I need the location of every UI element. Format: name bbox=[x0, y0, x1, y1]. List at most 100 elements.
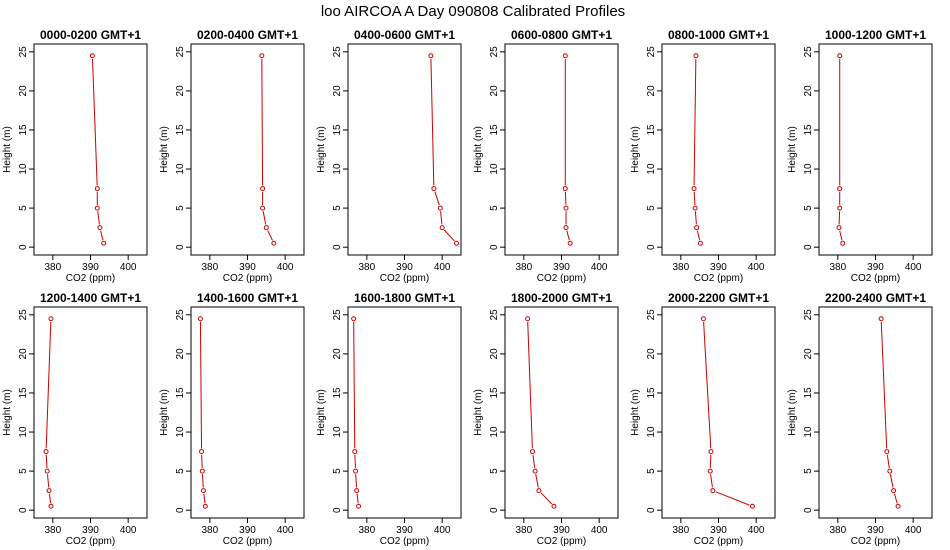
y-tick-label: 15 bbox=[489, 124, 500, 136]
x-tick-label: 390 bbox=[82, 262, 99, 273]
panel-title: 1800-2000 GMT+1 bbox=[511, 291, 612, 305]
y-tick-label: 0 bbox=[489, 507, 500, 513]
data-point bbox=[563, 225, 569, 231]
y-tick-label: 0 bbox=[489, 244, 500, 250]
profile-segment bbox=[45, 454, 48, 468]
profile-segment bbox=[262, 211, 267, 225]
data-point bbox=[428, 53, 434, 59]
data-point bbox=[710, 488, 716, 494]
x-tick-label: 380 bbox=[829, 262, 846, 273]
y-tick-label: 25 bbox=[646, 309, 657, 321]
profile-segment bbox=[199, 321, 203, 449]
y-tick-label: 15 bbox=[175, 124, 186, 136]
data-point bbox=[887, 468, 893, 474]
x-tick-label: 380 bbox=[201, 525, 218, 536]
panel-6: 1000-1200 GMT+1 380 390 400 0 5 10 15 20 25 CO2 (p… bbox=[787, 28, 933, 284]
y-tick-label: 20 bbox=[18, 348, 29, 360]
data-point bbox=[94, 205, 100, 211]
y-tick-label: 25 bbox=[18, 309, 29, 321]
profile-segment bbox=[527, 321, 533, 449]
panel-title: 2200-2400 GMT+1 bbox=[825, 291, 926, 305]
y-tick-label: 5 bbox=[332, 205, 343, 211]
y-axis-label: Height (m) bbox=[159, 126, 170, 173]
y-tick-label: 25 bbox=[489, 309, 500, 321]
data-point bbox=[351, 316, 357, 322]
data-point bbox=[692, 205, 698, 211]
data-point bbox=[708, 449, 714, 455]
panel-7: 1200-1400 GMT+1 380 390 400 0 5 10 15 20 25 CO2 (p… bbox=[2, 291, 148, 547]
y-tick-label: 5 bbox=[489, 205, 500, 211]
data-point bbox=[197, 316, 203, 322]
x-axis-label: CO2 (ppm) bbox=[694, 536, 743, 547]
data-point bbox=[562, 186, 568, 192]
plot-frame bbox=[818, 43, 933, 256]
y-tick-label: 25 bbox=[332, 46, 343, 58]
panel-title: 1000-1200 GMT+1 bbox=[825, 28, 926, 42]
y-axis-label: Height (m) bbox=[630, 389, 641, 436]
y-tick-label: 5 bbox=[803, 468, 814, 474]
profile-segment bbox=[893, 493, 898, 504]
data-point bbox=[562, 53, 568, 59]
data-point bbox=[749, 503, 755, 509]
y-tick-label: 15 bbox=[489, 387, 500, 399]
panel-1: 0000-0200 GMT+1 380 390 400 0 5 10 15 20 25 CO2 (p… bbox=[2, 28, 148, 284]
x-axis-label: CO2 (ppm) bbox=[851, 273, 900, 284]
y-tick-label: 10 bbox=[175, 163, 186, 175]
y-tick-label: 15 bbox=[175, 387, 186, 399]
profile-segment bbox=[203, 493, 206, 504]
profile-segment bbox=[440, 211, 443, 225]
panel-title: 1600-1800 GMT+1 bbox=[354, 291, 455, 305]
data-point bbox=[453, 240, 459, 246]
data-point bbox=[260, 186, 266, 192]
profile-segment bbox=[261, 58, 264, 186]
x-axis-label: CO2 (ppm) bbox=[694, 273, 743, 284]
x-tick-label: 390 bbox=[396, 262, 413, 273]
data-point bbox=[697, 240, 703, 246]
y-tick-label: 15 bbox=[332, 387, 343, 399]
x-tick-label: 390 bbox=[239, 262, 256, 273]
plot-frame bbox=[504, 43, 619, 256]
y-tick-label: 0 bbox=[18, 244, 29, 250]
x-tick-label: 400 bbox=[434, 262, 451, 273]
x-tick-label: 390 bbox=[710, 262, 727, 273]
y-tick-label: 10 bbox=[489, 426, 500, 438]
profile-segment bbox=[564, 191, 567, 205]
x-axis-label: CO2 (ppm) bbox=[851, 536, 900, 547]
data-point bbox=[354, 488, 360, 494]
y-tick-label: 15 bbox=[18, 124, 29, 136]
panel-5: 0800-1000 GMT+1 380 390 400 0 5 10 15 20 25 CO2 (p… bbox=[630, 28, 776, 284]
y-tick-label: 25 bbox=[803, 309, 814, 321]
y-tick-label: 15 bbox=[646, 387, 657, 399]
y-axis-label: Height (m) bbox=[159, 389, 170, 436]
x-axis-label: CO2 (ppm) bbox=[537, 536, 586, 547]
profile-segment bbox=[201, 454, 203, 468]
plot-frame bbox=[504, 306, 619, 519]
y-axis-label: Height (m) bbox=[787, 126, 798, 173]
profile-segment bbox=[838, 211, 841, 225]
panel-8: 1400-1600 GMT+1 380 390 400 0 5 10 15 20 25 CO2 (p… bbox=[159, 291, 305, 547]
y-tick-label: 15 bbox=[803, 124, 814, 136]
profile-segment bbox=[703, 321, 712, 449]
y-tick-label: 20 bbox=[489, 85, 500, 97]
plot-frame bbox=[190, 306, 305, 519]
data-point bbox=[700, 316, 706, 322]
x-tick-label: 400 bbox=[748, 262, 765, 273]
y-tick-label: 10 bbox=[332, 426, 343, 438]
plot-frame bbox=[33, 306, 148, 519]
profile-segment bbox=[709, 454, 712, 468]
profile-segment bbox=[566, 230, 570, 241]
profile-segment bbox=[97, 211, 100, 225]
x-tick-label: 380 bbox=[515, 262, 532, 273]
data-point bbox=[43, 449, 49, 455]
profile-segment bbox=[710, 474, 713, 488]
plot-frame bbox=[661, 306, 776, 519]
y-tick-label: 0 bbox=[332, 244, 343, 250]
plot-frame bbox=[661, 43, 776, 256]
data-point bbox=[551, 503, 557, 509]
profile-segment bbox=[267, 230, 273, 241]
y-tick-label: 5 bbox=[175, 468, 186, 474]
x-tick-label: 390 bbox=[867, 525, 884, 536]
profile-segment bbox=[354, 454, 356, 468]
x-tick-label: 400 bbox=[120, 525, 137, 536]
